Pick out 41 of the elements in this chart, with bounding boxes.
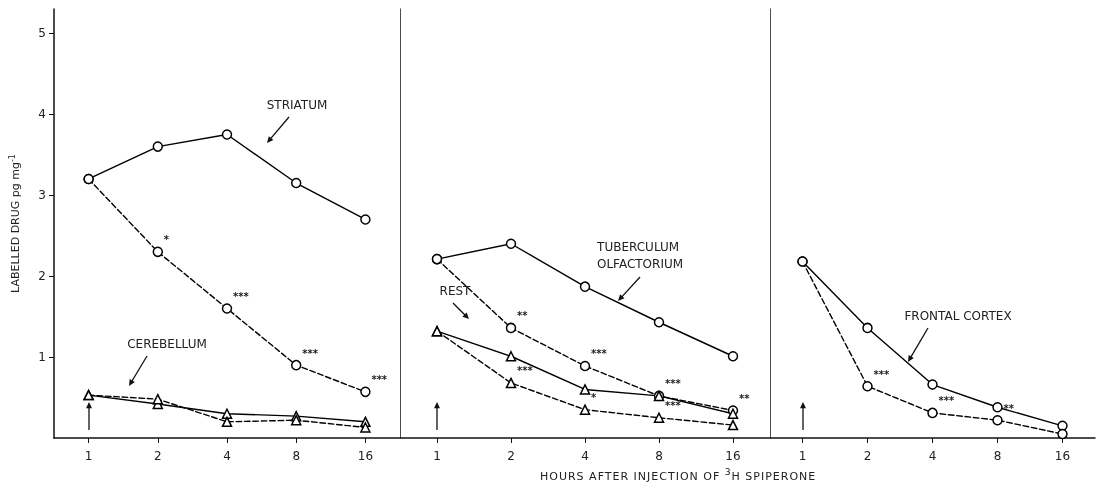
x-tick-label: 2: [863, 449, 872, 463]
annotation: REST: [439, 284, 472, 298]
annotation: FRONTAL CORTEX: [904, 309, 1012, 323]
annotation: **: [1003, 402, 1015, 414]
y-tick-label: 2: [38, 269, 46, 284]
annotation: ***: [591, 348, 608, 360]
x-tick-label: 4: [223, 449, 231, 463]
x-tick-label: 8: [292, 449, 301, 463]
annotation: ***: [938, 395, 955, 407]
y-tick-label: 1: [38, 350, 46, 365]
annotation: TUBERCULUM OLFACTORIUM: [596, 239, 684, 271]
annotation: **: [517, 310, 529, 322]
x-tick-label: 4: [928, 449, 937, 463]
x-tick-label: 16: [1054, 449, 1071, 463]
annotation: ***: [233, 290, 250, 302]
annotation: ***: [517, 365, 534, 377]
annotation: *: [163, 234, 170, 246]
annotation: STRIATUM: [266, 98, 328, 112]
x-tick-label: 1: [433, 449, 441, 463]
x-axis-title: HOURS AFTER INJECTION OF $^{3}$H SPIPERONE: [540, 466, 817, 483]
y-tick-label: 4: [38, 107, 46, 122]
y-tick-label: 3: [38, 188, 46, 203]
annotation: ***: [371, 374, 388, 386]
x-tick-label: 1: [798, 449, 807, 463]
annotation: ***: [302, 347, 319, 359]
annotation: ***: [665, 400, 682, 412]
x-tick-label: 8: [655, 449, 663, 463]
annotation: ***: [665, 378, 682, 390]
annotation: CEREBELLUM: [127, 337, 207, 351]
x-tick-label: 16: [357, 449, 374, 463]
annotation: ***: [873, 368, 890, 380]
x-tick-label: 4: [581, 449, 589, 463]
y-tick-label: 5: [38, 26, 46, 41]
y-axis-title: LABELLED DRUG pg mg-1: [7, 154, 22, 293]
x-tick-label: 1: [84, 449, 93, 463]
x-tick-label: 2: [507, 449, 515, 463]
x-tick-label: 2: [153, 449, 162, 463]
annotation: *: [591, 392, 597, 404]
annotation: **: [739, 392, 751, 404]
x-tick-label: 16: [725, 449, 741, 463]
x-tick-label: 8: [993, 449, 1002, 463]
